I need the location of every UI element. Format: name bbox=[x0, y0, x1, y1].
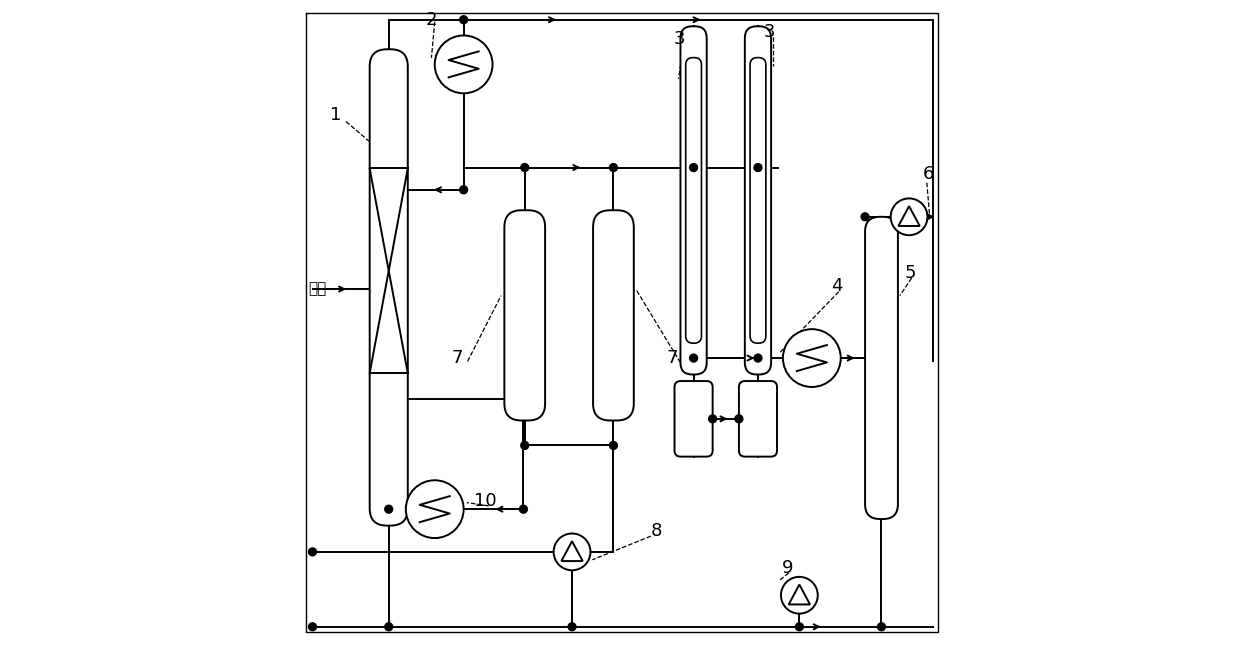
Circle shape bbox=[521, 164, 528, 171]
FancyBboxPatch shape bbox=[750, 58, 766, 343]
Text: 3: 3 bbox=[764, 22, 775, 41]
Circle shape bbox=[861, 213, 869, 221]
FancyBboxPatch shape bbox=[505, 210, 546, 420]
Circle shape bbox=[689, 354, 698, 362]
Circle shape bbox=[309, 623, 316, 631]
Circle shape bbox=[384, 623, 393, 631]
Text: 9: 9 bbox=[781, 558, 794, 577]
Circle shape bbox=[460, 186, 467, 194]
Circle shape bbox=[795, 623, 804, 631]
Text: 3: 3 bbox=[673, 30, 684, 49]
Text: 原料: 原料 bbox=[309, 282, 327, 296]
Circle shape bbox=[782, 329, 841, 387]
Circle shape bbox=[754, 164, 761, 171]
Circle shape bbox=[460, 16, 467, 24]
Circle shape bbox=[610, 164, 618, 171]
FancyBboxPatch shape bbox=[866, 217, 898, 519]
Polygon shape bbox=[562, 541, 583, 561]
Text: 2: 2 bbox=[425, 11, 438, 29]
Text: 7: 7 bbox=[451, 349, 463, 367]
Circle shape bbox=[781, 577, 817, 614]
Circle shape bbox=[568, 623, 577, 631]
Circle shape bbox=[435, 35, 492, 93]
FancyBboxPatch shape bbox=[686, 58, 702, 343]
FancyBboxPatch shape bbox=[370, 49, 408, 526]
Circle shape bbox=[520, 505, 527, 513]
Circle shape bbox=[890, 198, 928, 235]
FancyBboxPatch shape bbox=[681, 26, 707, 374]
Circle shape bbox=[384, 505, 393, 513]
Text: 10: 10 bbox=[474, 492, 497, 510]
Circle shape bbox=[521, 442, 528, 449]
FancyBboxPatch shape bbox=[675, 381, 713, 457]
Circle shape bbox=[309, 548, 316, 556]
Text: 6: 6 bbox=[923, 165, 935, 183]
FancyBboxPatch shape bbox=[739, 381, 777, 457]
FancyBboxPatch shape bbox=[593, 210, 634, 420]
Text: 4: 4 bbox=[831, 277, 842, 295]
Polygon shape bbox=[789, 585, 810, 604]
Text: 7: 7 bbox=[667, 349, 678, 367]
Circle shape bbox=[709, 415, 717, 423]
Circle shape bbox=[689, 164, 698, 171]
FancyBboxPatch shape bbox=[745, 26, 771, 374]
Circle shape bbox=[405, 480, 464, 538]
Text: 5: 5 bbox=[905, 263, 916, 282]
Text: 8: 8 bbox=[651, 522, 662, 540]
Text: 1: 1 bbox=[331, 106, 342, 124]
Polygon shape bbox=[899, 206, 920, 226]
Circle shape bbox=[553, 533, 590, 570]
Circle shape bbox=[610, 442, 618, 449]
Circle shape bbox=[735, 415, 743, 423]
Circle shape bbox=[878, 623, 885, 631]
Circle shape bbox=[754, 354, 761, 362]
